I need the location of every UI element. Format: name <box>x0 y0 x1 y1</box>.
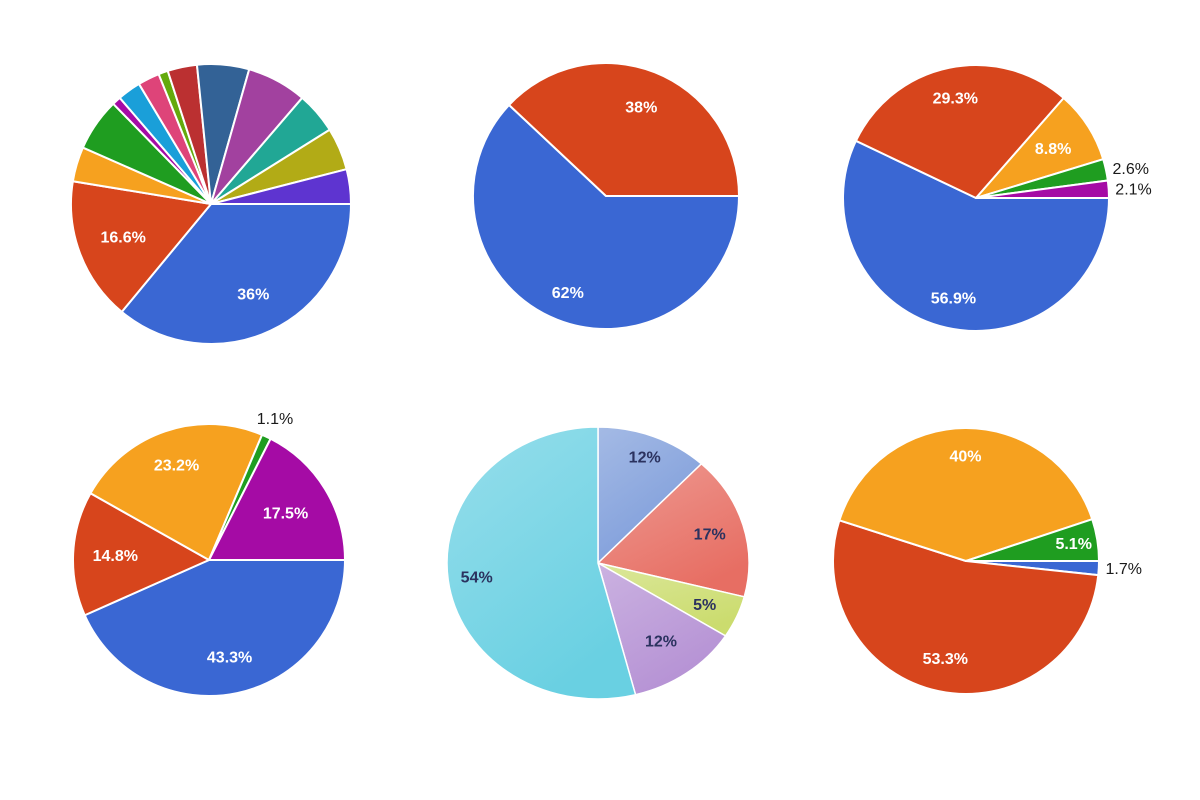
pie-bottom-left-label-2: 14.8% <box>93 548 138 565</box>
pie-bottom-middle-label-5: 54% <box>461 569 493 586</box>
pie-bottom-right-slice-4 <box>965 518 1100 562</box>
pie-bottom-left-slice-1 <box>83 559 346 697</box>
pie-bottom-middle-label-3: 5% <box>693 597 716 614</box>
pie-top-right-label-4: 2.6% <box>1113 161 1149 178</box>
pie-bottom-right-label-2: 53.3% <box>923 651 968 668</box>
pie-top-left-slice-14 <box>210 168 352 205</box>
pie-bottom-left-slice-5 <box>208 437 346 561</box>
pie-bottom-middle-label-1: 12% <box>629 449 661 466</box>
pie-bottom-left-label-3: 23.2% <box>154 457 199 474</box>
pie-top-left-label-2: 16.6% <box>101 230 146 247</box>
pie-top-right-label-2: 29.3% <box>933 90 978 107</box>
pie-bottom-middle-slice-4 <box>597 562 727 696</box>
pie-top-right-slice-1 <box>842 139 1110 332</box>
pie-bottom-right-label-4: 5.1% <box>1055 536 1091 553</box>
pie-top-left-label-1: 36% <box>237 287 269 304</box>
pie-top-right-label-3: 8.8% <box>1035 141 1071 158</box>
pie-bottom-left-slice-2 <box>72 492 210 617</box>
pie-bottom-right-slice-2 <box>832 519 1100 695</box>
pie-bottom-middle-slice-1 <box>597 426 703 564</box>
pie-bottom-left-label-4: 1.1% <box>257 411 293 428</box>
pie-top-middle: 62% 38% <box>472 62 740 330</box>
pie-top-middle-label-2: 38% <box>625 100 657 117</box>
pie-top-left-slice-2 <box>70 180 212 313</box>
pie-top-middle-slice-2 <box>508 62 740 197</box>
pie-bottom-right: 1.7% 53.3% 40% 5.1% <box>832 427 1142 695</box>
pie-bottom-middle-label-4: 12% <box>645 634 677 651</box>
pie-top-right: 56.9% 29.3% 8.8% 2.6% 2.1% <box>842 64 1152 332</box>
pie-bottom-middle: 12% 17% 5% 12% 54% <box>446 426 750 700</box>
pie-top-left: 36% 16.6% <box>70 63 352 345</box>
pie-bottom-left-label-1: 43.3% <box>207 650 252 667</box>
pie-top-left-slice-1 <box>120 203 352 345</box>
pie-top-right-label-5: 2.1% <box>1115 181 1151 198</box>
pie-bottom-middle-label-2: 17% <box>694 526 726 543</box>
pie-top-middle-label-1: 62% <box>552 285 584 302</box>
pie-bottom-right-label-1: 1.7% <box>1106 561 1142 578</box>
pie-top-right-slice-2 <box>854 64 1065 199</box>
pie-bottom-left: 43.3% 14.8% 23.2% 1.1% 17.5% <box>72 411 346 697</box>
pie-top-middle-slice-1 <box>472 103 740 330</box>
pie-bottom-left-slice-3 <box>89 423 264 561</box>
pie-top-right-slice-5 <box>975 179 1111 199</box>
pie-bottom-middle-slice-5 <box>446 426 637 700</box>
pie-bottom-right-label-3: 40% <box>949 449 981 466</box>
pie-bottom-left-label-5: 17.5% <box>263 506 308 523</box>
pie-bottom-middle-slice-2 <box>597 463 750 598</box>
pie-top-right-label-1: 56.9% <box>931 291 976 308</box>
pie-bottom-right-slice-3 <box>838 427 1094 562</box>
